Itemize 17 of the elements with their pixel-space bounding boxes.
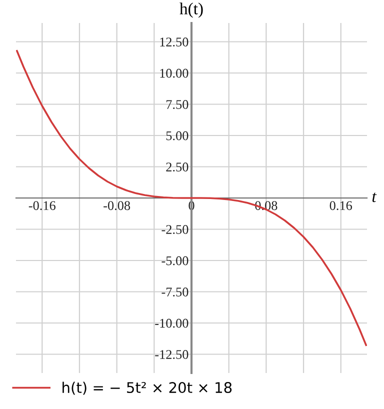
y-axis-title: h(t): [180, 2, 203, 18]
y-tick-label: -12.50: [155, 350, 188, 360]
y-tick-label: 7.50: [166, 100, 188, 110]
legend-label: h(t) = − 5t² × 20t × 18: [62, 382, 232, 395]
x-tick-label: 0.16: [330, 201, 352, 210]
y-tick-label: 12.50: [160, 38, 188, 47]
y-tick-label: -7.50: [162, 288, 188, 297]
y-tick-label: -10.00: [155, 318, 188, 328]
y-tick-label: -2.50: [162, 225, 188, 234]
line-series: [16, 50, 367, 346]
y-tick-label: 10.00: [160, 68, 188, 78]
y-tick-label: -5.00: [162, 256, 188, 266]
x-tick-label: -0.16: [28, 201, 56, 210]
y-tick-label: 5.00: [166, 131, 188, 140]
x-tick-label: -0.08: [104, 201, 130, 210]
y-tick-label: 2.50: [166, 162, 188, 172]
x-axis-title: t: [372, 192, 377, 202]
